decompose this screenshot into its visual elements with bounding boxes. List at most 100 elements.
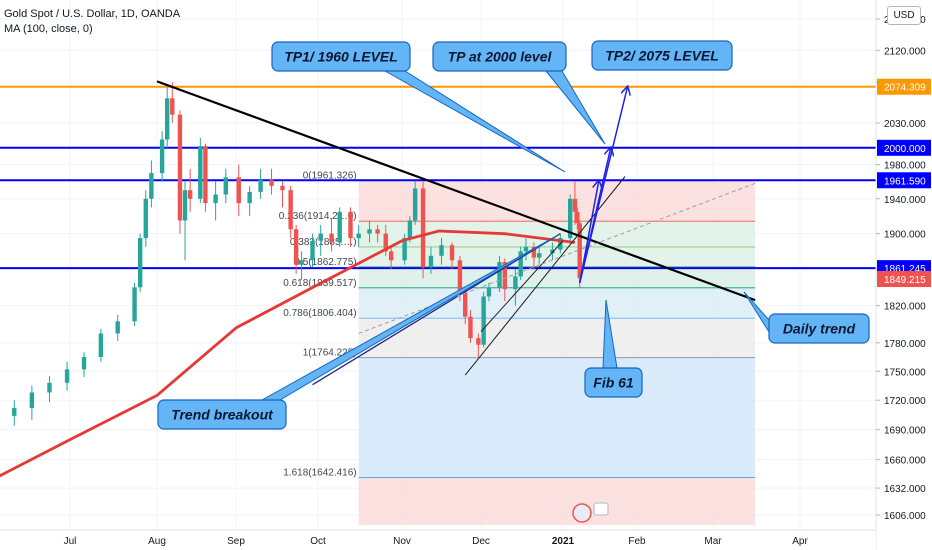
- fib-level-label: 0.786(1806.404): [283, 308, 356, 319]
- candle-body: [575, 211, 580, 224]
- x-tick-label: Dec: [472, 536, 490, 547]
- callout-box: [591, 40, 733, 71]
- x-tick-label: Feb: [628, 536, 646, 547]
- candle-body: [463, 291, 468, 317]
- candle-body: [132, 287, 137, 322]
- candle-body: [420, 188, 426, 268]
- fib-level-label: 0.382(1885.…): [290, 237, 357, 248]
- callout-box: [768, 313, 870, 344]
- candle-body: [98, 333, 104, 358]
- candle-body: [518, 251, 523, 277]
- callout-box: [271, 41, 411, 72]
- candle-body: [288, 190, 293, 230]
- candle-body: [486, 287, 492, 297]
- trendline-daily-trend: [156, 80, 756, 302]
- candle-body: [407, 220, 413, 239]
- candle-body: [280, 185, 285, 191]
- price-label-text: 1961.590: [884, 176, 926, 187]
- emblem-badge: [593, 502, 609, 516]
- price-label-box: [877, 78, 931, 95]
- callout-box: [584, 367, 643, 398]
- callout-box: [157, 399, 287, 430]
- candle-body: [137, 238, 143, 288]
- x-tick-label: 2021: [552, 536, 575, 547]
- candle-body: [531, 246, 537, 258]
- candle-body: [476, 338, 481, 345]
- y-tick-label: 2120.000: [884, 46, 926, 57]
- symbol-title: Gold Spot / U.S. Dollar, 1D, OANDA: [4, 8, 181, 20]
- candle-body: [468, 316, 473, 339]
- candle-body: [412, 188, 418, 221]
- y-tick-label: 1632.000: [884, 484, 926, 495]
- candle-body: [236, 177, 241, 204]
- candle-body: [428, 255, 434, 268]
- fib-zone: [358, 246, 756, 267]
- x-tick-label: Mar: [704, 536, 722, 547]
- candle-body: [293, 229, 299, 265]
- candle-body: [550, 249, 555, 254]
- y-tick-label: 1750.000: [884, 367, 926, 378]
- callout: TP at 2000 level: [432, 41, 606, 145]
- candle-body: [567, 198, 573, 239]
- indicator-label: MA (100, close, 0): [4, 23, 93, 35]
- candle-body: [198, 146, 203, 199]
- fib-level-label: 1.618(1642.416): [283, 467, 356, 478]
- candle-body: [513, 276, 518, 290]
- fib-zone: [358, 477, 756, 525]
- candle-body: [177, 114, 183, 221]
- fib-zone: [358, 357, 756, 478]
- callout: Daily trend: [743, 291, 870, 344]
- candle-body: [502, 262, 508, 290]
- fib-zone: [358, 318, 756, 358]
- candle-body: [299, 260, 304, 265]
- candle-body: [310, 240, 315, 261]
- candles: [12, 82, 582, 426]
- fib-level-label: 1(1764.225): [303, 348, 357, 359]
- price-label-text: 2074.309: [884, 83, 926, 94]
- fib-level-label: 0.236(1914.2…0): [279, 211, 357, 222]
- candle-body: [481, 296, 486, 345]
- price-label-text: 2000.000: [884, 144, 926, 155]
- candle-body: [572, 198, 578, 212]
- candle-body: [187, 190, 193, 199]
- y-tick-label: 1900.000: [884, 230, 926, 241]
- candle-body: [203, 146, 208, 204]
- candle-body: [64, 369, 70, 383]
- time-axis: Jul Aug Sep Oct Nov Dec 2021 Feb Mar Apr: [0, 529, 876, 550]
- candle-body: [356, 233, 361, 239]
- candle-body: [223, 177, 229, 195]
- y-tick-label: 1820.000: [884, 302, 926, 313]
- candle-body: [269, 179, 274, 186]
- currency-button[interactable]: USD: [887, 6, 921, 25]
- projection-arrow: [578, 87, 628, 283]
- candle-body: [47, 382, 52, 393]
- candle-body: [182, 190, 188, 221]
- candle-body: [367, 229, 372, 234]
- fibonacci-retracement: 0(1961.326) 0.236(1914.2…0) 0.382(1885.…) 0…: [279, 170, 756, 525]
- candle-body: [29, 392, 35, 409]
- callout-text: TP2/ 2075 LEVEL: [605, 48, 719, 64]
- y-tick-label: 1980.000: [884, 161, 926, 172]
- fib-level-label: 0.5(1862.775): [294, 257, 356, 268]
- x-tick-label: Jul: [64, 536, 77, 547]
- x-tick-label: Aug: [148, 536, 166, 547]
- tradingview-ideas-icon: [572, 502, 609, 523]
- y-tick-label: 1720.000: [884, 396, 926, 407]
- candle-body: [329, 233, 334, 243]
- candle-body: [449, 245, 455, 261]
- y-tick-label: 2030.000: [884, 119, 926, 130]
- candle-body: [164, 98, 170, 140]
- fib-zone: [358, 180, 756, 222]
- candle-body: [348, 211, 353, 239]
- candle-body: [457, 260, 463, 292]
- trendline-channel-upper: [480, 240, 564, 332]
- emblem-circle: [572, 503, 592, 523]
- callout-text: Trend breakout: [171, 407, 274, 423]
- callout-text: TP at 2000 level: [448, 49, 553, 65]
- callout-text: Daily trend: [783, 321, 856, 337]
- callout: TP2/ 2075 LEVEL: [591, 40, 733, 71]
- candle-body: [258, 179, 263, 192]
- y-tick-label: 1940.000: [884, 195, 926, 206]
